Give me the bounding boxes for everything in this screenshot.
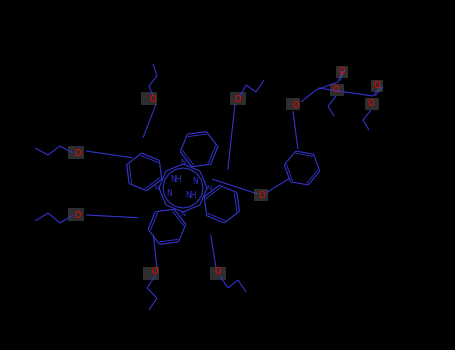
- Text: O: O: [235, 96, 241, 105]
- Text: O: O: [374, 82, 380, 91]
- Bar: [371, 80, 383, 92]
- Text: O: O: [259, 191, 265, 201]
- Text: O: O: [75, 148, 81, 158]
- Text: NH: NH: [185, 191, 197, 201]
- Text: N: N: [207, 185, 212, 191]
- Bar: [286, 98, 300, 110]
- Text: N: N: [180, 211, 186, 217]
- Bar: [143, 267, 159, 280]
- Bar: [141, 92, 157, 105]
- Text: N: N: [192, 177, 198, 187]
- Bar: [365, 98, 379, 110]
- Bar: [210, 267, 226, 280]
- Text: N: N: [154, 185, 160, 191]
- Bar: [230, 92, 246, 105]
- Bar: [336, 66, 348, 78]
- Text: O: O: [152, 267, 158, 276]
- Bar: [68, 208, 84, 221]
- Text: O: O: [368, 99, 374, 108]
- Bar: [330, 84, 344, 96]
- Bar: [68, 146, 84, 159]
- Text: O: O: [150, 96, 157, 105]
- Text: O: O: [75, 210, 81, 219]
- Text: N: N: [166, 189, 172, 197]
- Text: N: N: [180, 159, 186, 165]
- Text: O: O: [333, 85, 339, 94]
- Bar: [254, 189, 268, 201]
- Text: O: O: [339, 68, 345, 77]
- Text: NH: NH: [170, 175, 182, 183]
- Text: O: O: [293, 102, 299, 111]
- Text: O: O: [215, 267, 221, 276]
